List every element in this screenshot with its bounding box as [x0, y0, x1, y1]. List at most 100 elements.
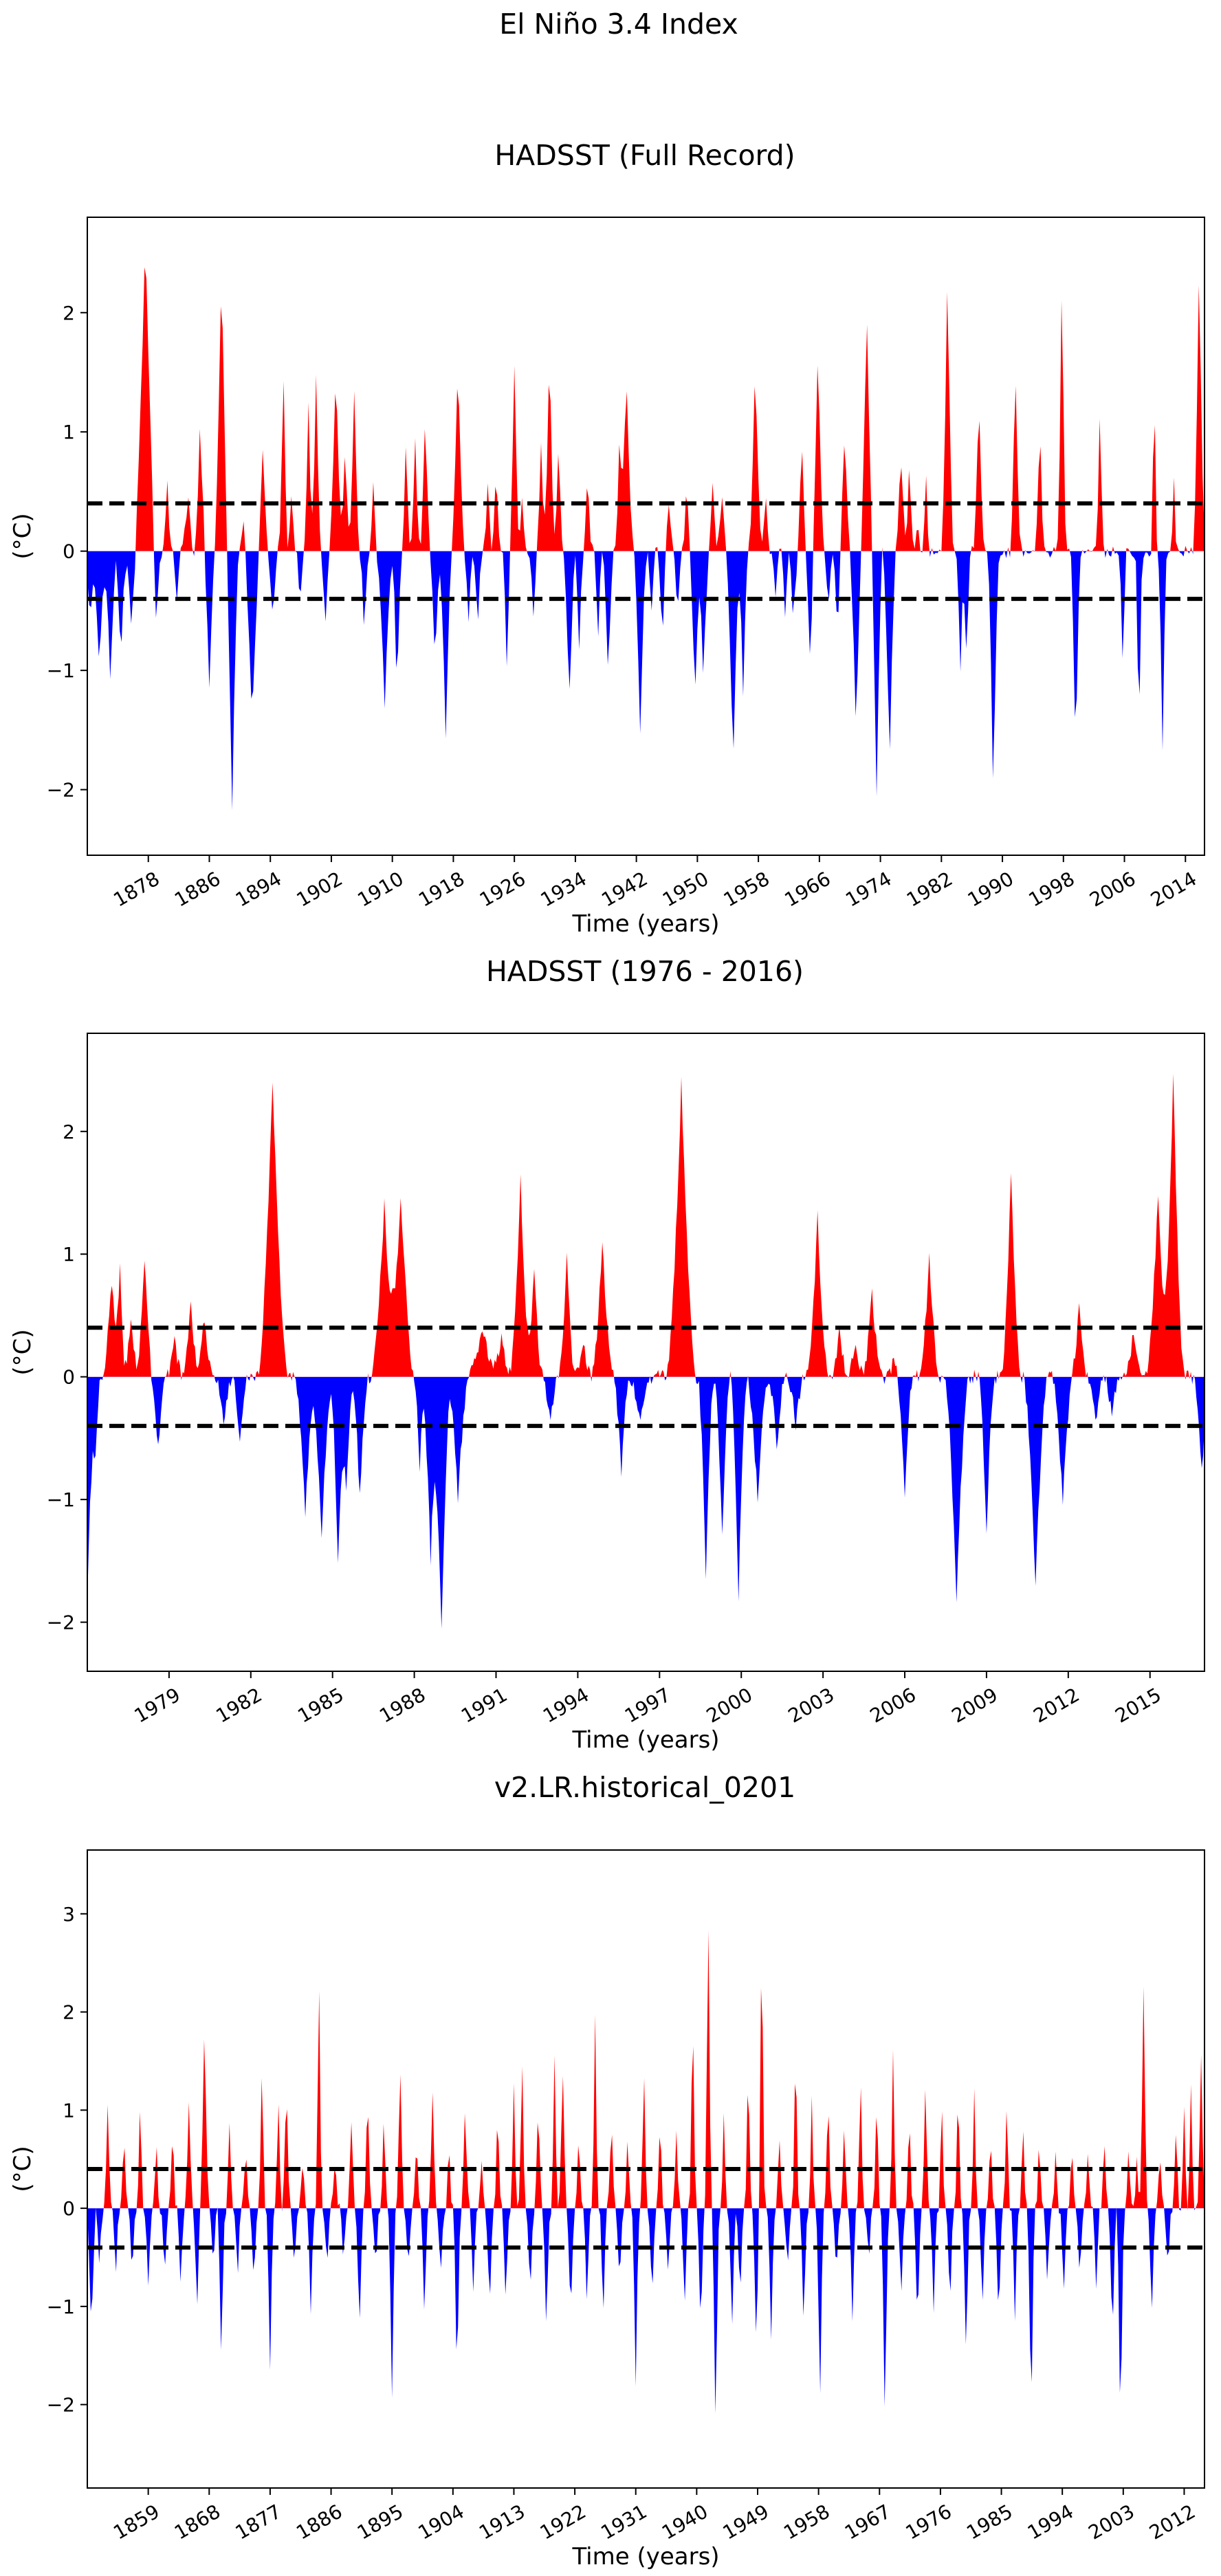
figure-title: El Niño 3.4 Index — [499, 8, 738, 41]
y-tick-label: 1 — [63, 1243, 75, 1266]
x-tick-label: 1859 — [109, 2500, 163, 2544]
x-tick-label: 2012 — [1145, 2500, 1199, 2544]
y-tick-label: −1 — [47, 1488, 75, 1511]
panel-title: HADSST (Full Record) — [494, 139, 795, 172]
x-tick-label: 1994 — [539, 1683, 593, 1727]
plot-frame — [87, 1849, 1205, 2489]
x-axis-label: Time (years) — [571, 910, 719, 938]
x-tick-label: 1958 — [780, 2500, 833, 2544]
x-tick-label: 1868 — [170, 2500, 224, 2544]
x-tick-label: 1985 — [962, 2500, 1016, 2544]
x-axis: 1979 1982 1985 1988 1991 1994 1997 2000 2003 2006… — [131, 1671, 1165, 1728]
x-tick-label: 1942 — [597, 867, 651, 911]
x-axis-label: Time (years) — [571, 1726, 719, 1754]
x-tick-label: 1994 — [1024, 2500, 1077, 2544]
y-tick-label: −1 — [47, 2296, 75, 2318]
y-axis-label: (°C) — [9, 2146, 36, 2192]
x-tick-label: 1979 — [131, 1683, 184, 1727]
anomaly-area — [87, 267, 1204, 811]
x-tick-label: 1974 — [842, 867, 895, 911]
panel-full-record: HADSST (Full Record) −2 −1 0 1 2 1878 1886 189… — [9, 139, 1205, 938]
x-tick-label: 1988 — [375, 1683, 429, 1727]
y-tick-label: −1 — [47, 659, 75, 682]
positive-anomaly-area — [96, 1930, 1204, 2209]
y-tick-label: −2 — [47, 779, 75, 802]
x-tick-label: 2003 — [784, 1683, 838, 1727]
x-tick-label: 1910 — [353, 867, 407, 911]
x-tick-label: 1894 — [232, 867, 285, 911]
x-axis: 1878 1886 1894 1902 1910 1918 1926 1934 1942 1950… — [109, 855, 1200, 912]
plot-frame — [87, 217, 1205, 856]
x-tick-label: 1982 — [903, 867, 956, 911]
x-axis-label: Time (years) — [571, 2543, 719, 2571]
x-tick-label: 1958 — [720, 867, 773, 911]
x-tick-label: 1895 — [353, 2500, 407, 2544]
y-tick-label: 2 — [63, 1121, 75, 1143]
x-tick-label: 1922 — [536, 2500, 590, 2544]
y-tick-label: −2 — [47, 2394, 75, 2417]
positive-anomaly-area — [87, 1073, 1204, 1377]
threshold-lines — [87, 1325, 1204, 1429]
x-tick-label: 1877 — [232, 2500, 285, 2544]
x-tick-label: 1902 — [293, 867, 346, 911]
y-axis: −2 −1 0 1 2 3 — [47, 1903, 87, 2417]
x-tick-label: 1950 — [659, 867, 712, 911]
x-tick-label: 2009 — [948, 1683, 1002, 1727]
x-tick-label: 1985 — [294, 1683, 347, 1727]
x-tick-label: 2000 — [703, 1683, 756, 1727]
x-axis: 1859 1868 1877 1886 1895 1904 1913 1922 1931 1940… — [109, 2488, 1199, 2544]
x-tick-label: 1991 — [457, 1683, 511, 1727]
x-tick-label: 1976 — [902, 2500, 956, 2544]
y-tick-label: 1 — [63, 2099, 75, 2122]
x-tick-label: 1997 — [621, 1683, 674, 1727]
threshold-lines — [87, 501, 1204, 602]
anomaly-area — [87, 1073, 1204, 1629]
x-tick-label: 2003 — [1084, 2500, 1138, 2544]
positive-anomaly-area — [87, 267, 1204, 551]
y-tick-label: 0 — [63, 540, 75, 563]
anomaly-area — [87, 1930, 1204, 2414]
x-tick-label: 1967 — [841, 2500, 894, 2544]
plot-frame — [87, 1033, 1205, 1672]
negative-anomaly-area — [87, 551, 1194, 811]
negative-anomaly-area — [87, 2208, 1204, 2414]
x-tick-label: 1966 — [781, 867, 835, 911]
y-axis-label: (°C) — [9, 1329, 36, 1375]
x-tick-label: 2014 — [1147, 867, 1200, 911]
x-tick-label: 1918 — [415, 867, 468, 911]
x-tick-label: 1990 — [964, 867, 1018, 911]
y-tick-label: −2 — [47, 1611, 75, 1634]
y-axis: −2 −1 0 1 2 — [47, 1121, 87, 1634]
x-tick-label: 1913 — [475, 2500, 529, 2544]
negative-anomaly-area — [87, 1376, 1204, 1629]
y-tick-label: 1 — [63, 421, 75, 443]
panel-title: v2.LR.historical_0201 — [494, 1771, 795, 1804]
y-axis: −2 −1 0 1 2 — [47, 302, 87, 802]
x-tick-label: 1926 — [476, 867, 529, 911]
x-tick-label: 2015 — [1111, 1683, 1165, 1727]
x-tick-label: 1886 — [170, 867, 224, 911]
panel-title: HADSST (1976 - 2016) — [486, 955, 804, 988]
x-tick-label: 2006 — [866, 1683, 920, 1727]
x-tick-label: 2012 — [1030, 1683, 1084, 1727]
x-tick-label: 1886 — [292, 2500, 346, 2544]
x-tick-label: 1878 — [109, 867, 163, 911]
x-tick-label: 1998 — [1024, 867, 1078, 911]
x-tick-label: 1949 — [719, 2500, 773, 2544]
y-tick-label: 2 — [63, 302, 75, 324]
x-tick-label: 1934 — [537, 867, 591, 911]
x-tick-label: 1931 — [597, 2500, 650, 2544]
threshold-lines — [87, 2167, 1204, 2250]
x-tick-label: 1982 — [212, 1683, 265, 1727]
y-tick-label: 3 — [63, 1903, 75, 1926]
panel-1976-2016: HADSST (1976 - 2016) −2 −1 0 1 2 1979 1982 198… — [9, 955, 1205, 1754]
y-tick-label: 2 — [63, 2001, 75, 2024]
y-axis-label: (°C) — [9, 513, 36, 559]
x-tick-label: 1940 — [658, 2500, 712, 2544]
y-tick-label: 0 — [63, 1366, 75, 1389]
x-tick-label: 2006 — [1086, 867, 1139, 911]
x-tick-label: 1904 — [414, 2500, 468, 2544]
y-tick-label: 0 — [63, 2197, 75, 2220]
